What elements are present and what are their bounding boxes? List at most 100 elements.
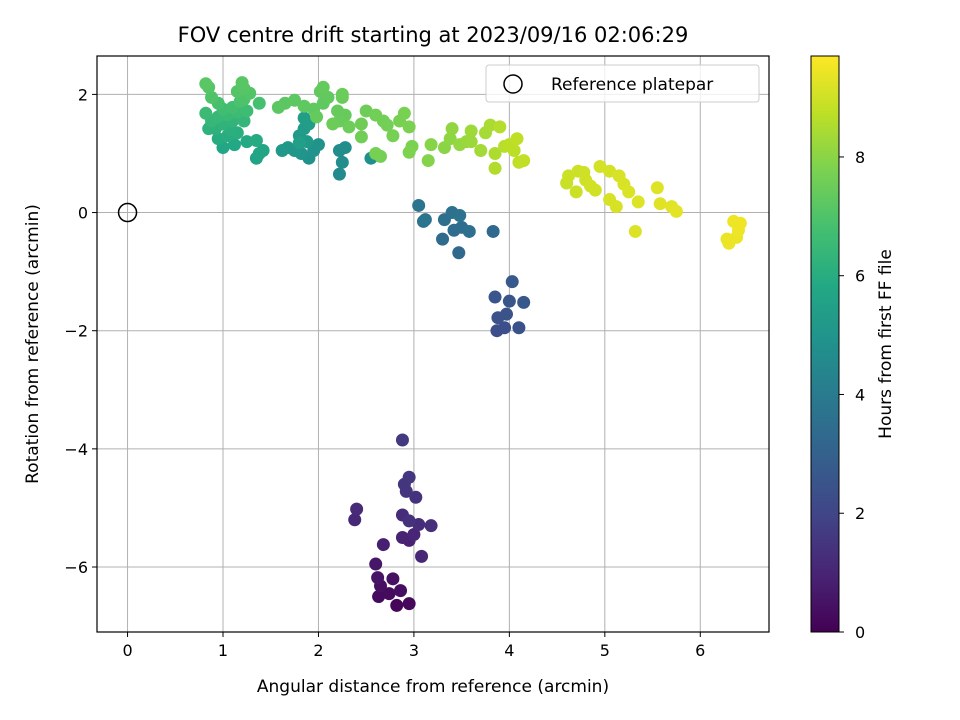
data-point [609, 200, 623, 214]
data-point [488, 161, 502, 175]
y-tick-label: −6 [64, 558, 88, 577]
data-point [335, 155, 349, 169]
data-point [252, 96, 266, 110]
data-point [631, 195, 645, 209]
data-point [588, 183, 602, 197]
data-point [369, 146, 383, 160]
data-point [348, 513, 362, 527]
data-point [622, 185, 636, 199]
y-tick-label: −4 [64, 440, 88, 459]
data-point [517, 154, 531, 168]
data-point [505, 275, 519, 289]
data-point [240, 104, 254, 118]
data-point [350, 502, 364, 516]
data-point [512, 321, 526, 335]
data-point [205, 90, 219, 104]
data-point [464, 124, 478, 138]
data-point [390, 598, 404, 612]
data-point [424, 138, 438, 152]
data-point [326, 117, 340, 131]
data-point [409, 490, 423, 504]
data-point [292, 136, 306, 150]
data-point [332, 167, 346, 181]
data-point [397, 106, 411, 120]
legend-box [485, 64, 760, 103]
data-point [342, 120, 356, 134]
y-axis-label: Rotation from reference (arcmin) [23, 204, 43, 484]
legend: Reference platepar [485, 64, 760, 103]
colorbar-gradient [811, 56, 839, 632]
data-point [311, 138, 325, 152]
data-point [464, 135, 478, 149]
y-tick-label: 2 [78, 85, 88, 104]
data-point [488, 146, 502, 160]
y-axis-ticks: −6 −4 −2 0 2 [64, 85, 97, 577]
data-points [199, 76, 747, 612]
data-point [275, 144, 289, 158]
data-point [436, 232, 450, 246]
data-point [380, 118, 394, 132]
x-tick-label: 6 [695, 641, 705, 660]
x-tick-label: 1 [218, 641, 228, 660]
data-point [412, 198, 426, 212]
y-tick-label: −2 [64, 322, 88, 341]
x-tick-label: 3 [409, 641, 419, 660]
data-point [395, 433, 409, 447]
data-point [395, 530, 409, 544]
legend-open-circle-icon [503, 74, 523, 94]
reference-platepar-marker [117, 202, 138, 223]
data-point [418, 213, 432, 227]
data-point [421, 154, 435, 168]
data-point [372, 590, 386, 604]
data-point [386, 572, 400, 586]
data-point [517, 295, 531, 309]
plot-frame [96, 55, 770, 633]
data-point [486, 224, 500, 238]
data-point [402, 145, 416, 159]
colorbar: 0 2 4 6 8 Hours from first FF file [810, 55, 896, 642]
data-point [452, 246, 466, 260]
data-point [310, 110, 324, 124]
x-tick-label: 2 [313, 641, 323, 660]
data-point [382, 587, 396, 601]
data-point [402, 120, 416, 134]
data-point [402, 597, 416, 611]
y-tick-label: 0 [78, 204, 88, 223]
x-axis-label: Angular distance from reference (arcmin) [257, 677, 609, 697]
data-point [256, 144, 270, 158]
data-point [335, 87, 349, 101]
data-point [288, 93, 302, 107]
x-tick-label: 4 [504, 641, 514, 660]
data-point [407, 528, 421, 542]
colorbar-frame [810, 55, 840, 633]
data-point [386, 129, 400, 143]
data-point [500, 307, 513, 321]
data-point [376, 538, 390, 552]
x-axis-ticks: 0 1 2 3 4 5 6 [122, 632, 705, 660]
colorbar-tick-label: 2 [855, 504, 865, 523]
data-point [316, 80, 330, 94]
data-point [237, 114, 251, 128]
x-tick-label: 5 [600, 641, 610, 660]
data-point [415, 549, 429, 563]
colorbar-label: Hours from first FF file [876, 249, 896, 439]
data-point [733, 216, 747, 230]
data-point [443, 132, 457, 146]
data-point [199, 106, 213, 120]
legend-entry-label: Reference platepar [551, 75, 713, 95]
data-point [493, 120, 507, 134]
colorbar-tick-label: 6 [855, 267, 865, 286]
data-point [227, 138, 241, 152]
data-point [235, 76, 249, 90]
data-point [424, 519, 438, 533]
chart-title: FOV centre drift starting at 2023/09/16 … [178, 23, 689, 47]
data-point [354, 130, 368, 144]
data-point [628, 224, 642, 238]
colorbar-tick-label: 0 [855, 623, 865, 642]
data-point [199, 77, 213, 91]
colorbar-tick-label: 8 [855, 148, 865, 167]
x-tick-label: 0 [122, 641, 132, 660]
colorbar-tick-label: 4 [855, 385, 865, 404]
data-point [474, 144, 488, 158]
data-point [354, 117, 368, 131]
